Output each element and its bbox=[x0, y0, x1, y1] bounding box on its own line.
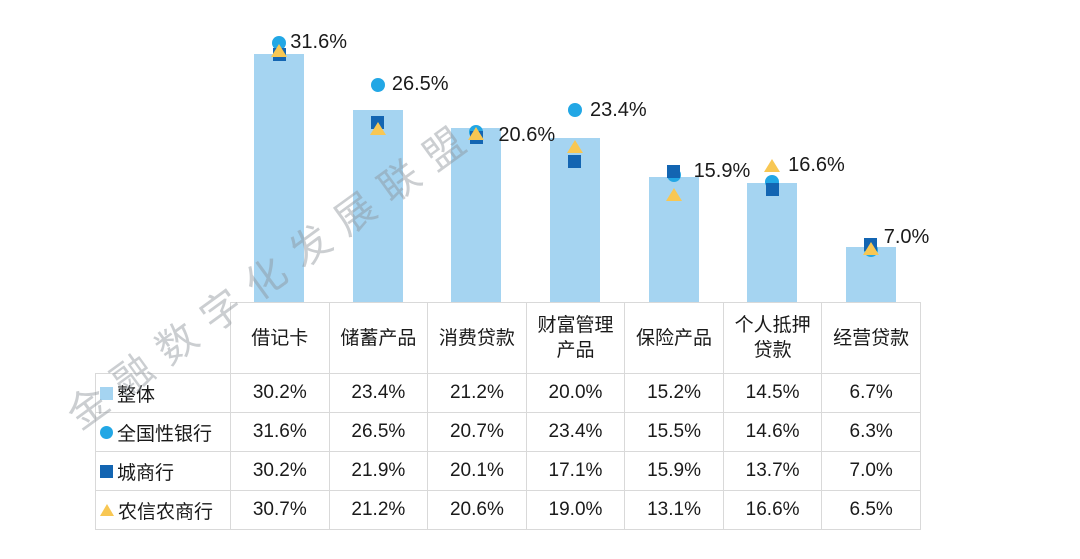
point-label-消费贷款: 20.6% bbox=[498, 124, 556, 147]
value-cell: 14.5% bbox=[722, 373, 823, 413]
value-cell: 30.2% bbox=[230, 373, 330, 413]
value-cell: 6.7% bbox=[821, 373, 921, 413]
row-header: 城商行 bbox=[95, 451, 231, 491]
point-label-借记卡: 31.6% bbox=[290, 30, 347, 53]
value-cell: 19.0% bbox=[525, 490, 626, 530]
column-header: 经营贷款 bbox=[821, 302, 921, 374]
triangle-marker-消费贷款 bbox=[468, 126, 485, 140]
column-header: 个人抵押 贷款 bbox=[722, 302, 823, 374]
triangle-marker-经营贷款 bbox=[862, 242, 879, 256]
value-cell: 14.6% bbox=[722, 412, 823, 452]
value-cell: 30.2% bbox=[230, 451, 330, 491]
circle-marker-财富管理产品 bbox=[567, 103, 582, 118]
point-label-保险产品: 15.9% bbox=[693, 159, 751, 182]
square-marker-保险产品 bbox=[667, 165, 681, 179]
legend-circle-icon bbox=[100, 425, 113, 439]
point-label-财富管理产品: 23.4% bbox=[589, 99, 647, 122]
legend-square-icon bbox=[100, 464, 113, 478]
row-header: 整体 bbox=[95, 373, 231, 413]
legend-bar-icon bbox=[100, 386, 113, 400]
value-cell: 16.6% bbox=[722, 490, 823, 530]
value-cell: 21.9% bbox=[328, 451, 429, 491]
value-cell: 13.1% bbox=[624, 490, 724, 530]
column-header: 消费贷款 bbox=[427, 302, 527, 374]
value-cell: 31.6% bbox=[230, 412, 330, 452]
point-label-经营贷款: 7.0% bbox=[883, 225, 930, 248]
series-name: 全国性银行 bbox=[117, 423, 213, 445]
legend-triangle-icon bbox=[100, 504, 114, 516]
square-marker-个人抵押贷款 bbox=[765, 183, 779, 197]
value-cell: 15.2% bbox=[624, 373, 724, 413]
table-row: 全国性银行 31.6% 26.5% 20.7% 23.4% 15.5% 14.6% 6.3% bbox=[95, 412, 921, 452]
value-cell: 23.4% bbox=[525, 412, 626, 452]
value-cell: 21.2% bbox=[427, 373, 527, 413]
triangle-marker-储蓄产品 bbox=[369, 121, 386, 135]
triangle-marker-借记卡 bbox=[271, 43, 288, 57]
value-cell: 17.1% bbox=[525, 451, 626, 491]
series-name: 整体 bbox=[117, 384, 156, 406]
bar-个人抵押贷款 bbox=[747, 183, 798, 302]
value-cell: 26.5% bbox=[328, 412, 429, 452]
value-cell: 15.9% bbox=[624, 451, 724, 491]
value-cell: 20.1% bbox=[427, 451, 527, 491]
column-header: 借记卡 bbox=[230, 302, 330, 374]
triangle-marker-财富管理产品 bbox=[566, 139, 583, 153]
column-header: 保险产品 bbox=[624, 302, 724, 374]
value-cell: 20.6% bbox=[427, 490, 527, 530]
square-marker-财富管理产品 bbox=[568, 155, 582, 169]
value-cell: 30.7% bbox=[230, 490, 330, 530]
column-header: 财富管理 产品 bbox=[525, 302, 626, 374]
value-cell: 21.2% bbox=[328, 490, 429, 530]
point-label-个人抵押贷款: 16.6% bbox=[788, 153, 845, 176]
column-header: 储蓄产品 bbox=[328, 302, 429, 374]
value-cell: 23.4% bbox=[328, 373, 429, 413]
value-cell: 20.7% bbox=[427, 412, 527, 452]
bar-消费贷款 bbox=[451, 128, 502, 302]
row-header: 农信农商行 bbox=[95, 490, 231, 530]
value-cell: 13.7% bbox=[722, 451, 823, 491]
series-name: 城商行 bbox=[117, 462, 175, 484]
triangle-marker-个人抵押贷款 bbox=[764, 159, 781, 173]
table-row: 城商行 30.2% 21.9% 20.1% 17.1% 15.9% 13.7% 7.0% bbox=[95, 451, 921, 491]
table-row: 整体 30.2% 23.4% 21.2% 20.0% 15.2% 14.5% 6.7% bbox=[95, 373, 921, 413]
value-cell: 15.5% bbox=[624, 412, 724, 452]
bar-借记卡 bbox=[254, 54, 305, 302]
data-table: 借记卡 储蓄产品 消费贷款 财富管理 产品 保险产品 个人抵押 贷款 经营贷款整体 30.2%… bbox=[95, 302, 921, 530]
triangle-marker-保险产品 bbox=[665, 188, 682, 202]
bar-储蓄产品 bbox=[352, 110, 403, 302]
value-cell: 6.5% bbox=[821, 490, 921, 530]
circle-marker-储蓄产品 bbox=[370, 77, 385, 92]
value-cell: 6.3% bbox=[821, 412, 921, 452]
table-corner-cell bbox=[96, 303, 231, 374]
series-name: 农信农商行 bbox=[118, 501, 214, 523]
row-header: 全国性银行 bbox=[95, 412, 231, 452]
table-row: 农信农商行 30.7% 21.2% 20.6% 19.0% 13.1% 16.6% 6.5% bbox=[95, 490, 921, 530]
value-cell: 7.0% bbox=[821, 451, 921, 491]
value-cell: 20.0% bbox=[525, 373, 626, 413]
point-label-储蓄产品: 26.5% bbox=[391, 72, 449, 95]
